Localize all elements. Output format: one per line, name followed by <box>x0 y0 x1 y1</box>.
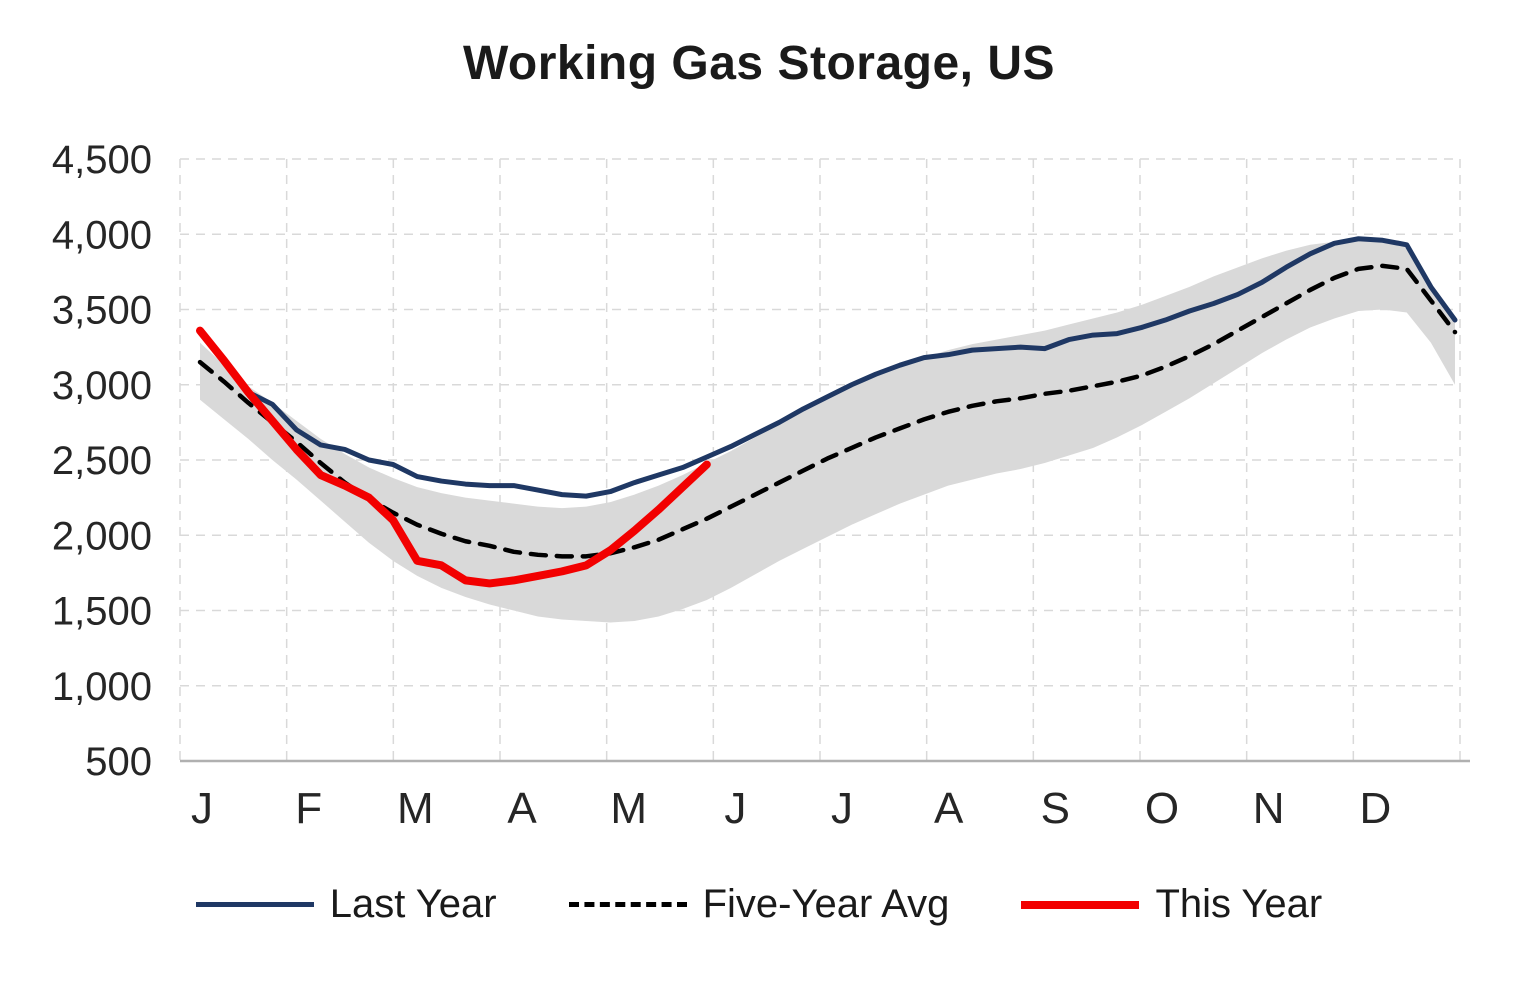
x-axis-label: A <box>507 784 537 833</box>
y-axis-tick-label: 3,000 <box>52 364 152 408</box>
y-axis-tick-label: 1,000 <box>52 665 152 709</box>
y-axis-tick-label: 500 <box>85 740 152 784</box>
x-axis-label: J <box>831 784 853 833</box>
chart-plot: 500 1,000 1,500 2,000 2,500 3,000 3,500 4,000 4,… <box>52 138 1470 833</box>
x-axis-label: O <box>1145 784 1179 833</box>
legend: Last Year Five-Year Avg This Year <box>0 882 1518 927</box>
y-axis-tick-label: 4,500 <box>52 138 152 182</box>
y-axis-tick-label: 4,000 <box>52 213 152 257</box>
legend-label-five-year-avg: Five-Year Avg <box>702 882 950 927</box>
x-axis-label: M <box>397 784 434 833</box>
five-year-range-band <box>200 240 1455 623</box>
x-axis-label: S <box>1041 784 1070 833</box>
series-line-this-year <box>196 326 711 588</box>
legend-label-this-year: This Year <box>1155 882 1323 927</box>
x-axis-label: A <box>934 784 964 833</box>
x-axis-label: N <box>1253 784 1285 833</box>
this-year-line-swatch <box>1021 900 1140 909</box>
plot-area: 500 1,000 1,500 2,000 2,500 3,000 3,500 4,000 4,… <box>0 121 1518 866</box>
chart-title: Working Gas Storage, US <box>462 37 1056 90</box>
legend-label-last-year: Last Year <box>329 882 497 927</box>
last-year-line-swatch <box>195 902 314 908</box>
y-axis-tick-label: 2,000 <box>52 514 152 558</box>
x-axis-label: J <box>191 784 213 833</box>
x-axis-label: J <box>724 784 746 833</box>
legend-item-last-year: Last Year <box>195 882 497 927</box>
x-axis-label: M <box>610 784 647 833</box>
y-axis-tick-label: 3,500 <box>52 289 152 333</box>
legend-item-five-year-avg: Five-Year Avg <box>568 882 950 927</box>
y-axis-tick-label: 1,500 <box>52 590 152 634</box>
five-year-avg-line-swatch <box>568 902 687 908</box>
series-line-last-year <box>197 236 1458 499</box>
series-line-five-year-avg <box>197 263 1458 559</box>
y-axis-tick-label: 2,500 <box>52 439 152 483</box>
x-axis-label: D <box>1359 784 1391 833</box>
legend-item-this-year: This Year <box>1021 882 1322 927</box>
x-axis-label: F <box>295 784 322 833</box>
